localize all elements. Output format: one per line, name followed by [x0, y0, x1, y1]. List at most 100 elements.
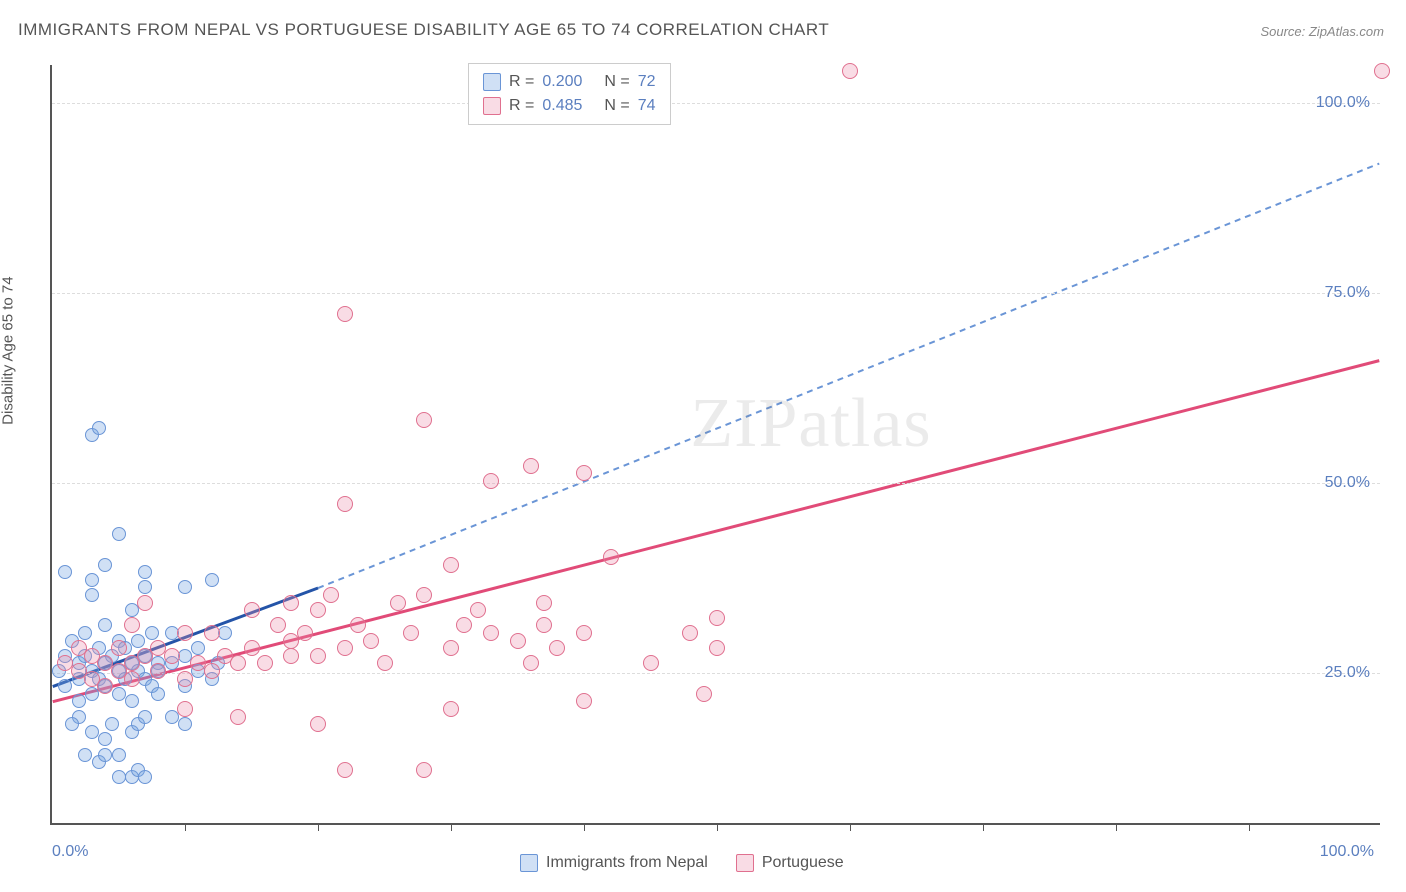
scatter-point	[297, 625, 313, 641]
scatter-point	[443, 701, 459, 717]
y-tick-label: 100.0%	[1316, 94, 1370, 112]
scatter-point	[164, 648, 180, 664]
scatter-point	[310, 716, 326, 732]
scatter-point	[337, 306, 353, 322]
n-label: N =	[604, 97, 629, 115]
scatter-point	[310, 648, 326, 664]
legend-swatch	[520, 854, 538, 872]
scatter-point	[72, 694, 86, 708]
scatter-point	[643, 655, 659, 671]
scatter-point	[536, 617, 552, 633]
scatter-point	[310, 602, 326, 618]
scatter-point	[576, 625, 592, 641]
scatter-point	[78, 748, 92, 762]
scatter-point	[112, 770, 126, 784]
scatter-point	[416, 587, 432, 603]
scatter-point	[137, 595, 153, 611]
scatter-point	[111, 640, 127, 656]
scatter-point	[145, 626, 159, 640]
scatter-point	[337, 496, 353, 512]
x-tick-mark	[584, 823, 585, 831]
scatter-point	[283, 648, 299, 664]
y-tick-label: 75.0%	[1325, 284, 1370, 302]
trend-line	[318, 164, 1379, 588]
scatter-point	[112, 748, 126, 762]
scatter-point	[523, 458, 539, 474]
scatter-point	[377, 655, 393, 671]
chart-title: IMMIGRANTS FROM NEPAL VS PORTUGUESE DISA…	[18, 20, 829, 40]
scatter-point	[205, 573, 219, 587]
legend-swatch	[483, 97, 501, 115]
watermark: ZIPatlas	[690, 384, 931, 464]
scatter-point	[549, 640, 565, 656]
x-tick-mark	[318, 823, 319, 831]
scatter-point	[682, 625, 698, 641]
n-value: 74	[638, 97, 656, 115]
scatter-point	[98, 748, 112, 762]
n-value: 72	[638, 73, 656, 91]
scatter-point	[443, 557, 459, 573]
scatter-point	[1374, 63, 1390, 79]
scatter-point	[603, 549, 619, 565]
scatter-point	[483, 473, 499, 489]
legend-row: R =0.200N =72	[483, 70, 656, 94]
scatter-point	[257, 655, 273, 671]
scatter-point	[125, 694, 139, 708]
series-legend: Immigrants from Nepal Portuguese	[520, 854, 844, 872]
legend-series-label: Immigrants from Nepal	[546, 854, 708, 872]
correlation-legend: R =0.200N =72R =0.485N =74	[468, 63, 671, 125]
scatter-point	[177, 671, 193, 687]
x-tick-mark	[983, 823, 984, 831]
x-tick-label: 0.0%	[52, 843, 88, 861]
y-tick-label: 25.0%	[1325, 664, 1370, 682]
scatter-point	[58, 679, 72, 693]
scatter-point	[337, 640, 353, 656]
scatter-point	[138, 770, 152, 784]
legend-series-label: Portuguese	[762, 854, 844, 872]
scatter-point	[416, 762, 432, 778]
scatter-point	[218, 626, 232, 640]
chart-container: IMMIGRANTS FROM NEPAL VS PORTUGUESE DISA…	[0, 0, 1406, 892]
source-attribution: Source: ZipAtlas.com	[1260, 24, 1384, 39]
scatter-point	[230, 655, 246, 671]
source-link[interactable]: ZipAtlas.com	[1309, 24, 1384, 39]
scatter-point	[443, 640, 459, 656]
gridline-horizontal	[52, 103, 1380, 104]
scatter-point	[323, 587, 339, 603]
scatter-point	[112, 687, 126, 701]
scatter-point	[696, 686, 712, 702]
scatter-point	[456, 617, 472, 633]
scatter-point	[178, 580, 192, 594]
scatter-point	[283, 595, 299, 611]
scatter-point	[536, 595, 552, 611]
legend-swatch	[483, 73, 501, 91]
gridline-horizontal	[52, 293, 1380, 294]
r-value: 0.485	[542, 97, 582, 115]
source-prefix: Source:	[1260, 24, 1308, 39]
scatter-point	[470, 602, 486, 618]
y-tick-label: 50.0%	[1325, 474, 1370, 492]
scatter-point	[244, 640, 260, 656]
scatter-point	[138, 565, 152, 579]
scatter-point	[150, 663, 166, 679]
scatter-point	[709, 640, 725, 656]
legend-swatch	[736, 854, 754, 872]
scatter-point	[105, 717, 119, 731]
x-tick-mark	[717, 823, 718, 831]
scatter-point	[244, 602, 260, 618]
scatter-point	[124, 671, 140, 687]
scatter-point	[85, 588, 99, 602]
scatter-point	[177, 625, 193, 641]
scatter-point	[177, 701, 193, 717]
legend-item: Immigrants from Nepal	[520, 854, 708, 872]
gridline-horizontal	[52, 483, 1380, 484]
r-value: 0.200	[542, 73, 582, 91]
scatter-point	[204, 625, 220, 641]
x-tick-mark	[451, 823, 452, 831]
trend-lines-layer	[52, 65, 1380, 823]
x-tick-mark	[185, 823, 186, 831]
scatter-point	[98, 732, 112, 746]
scatter-point	[124, 617, 140, 633]
x-tick-mark	[850, 823, 851, 831]
scatter-point	[131, 634, 145, 648]
